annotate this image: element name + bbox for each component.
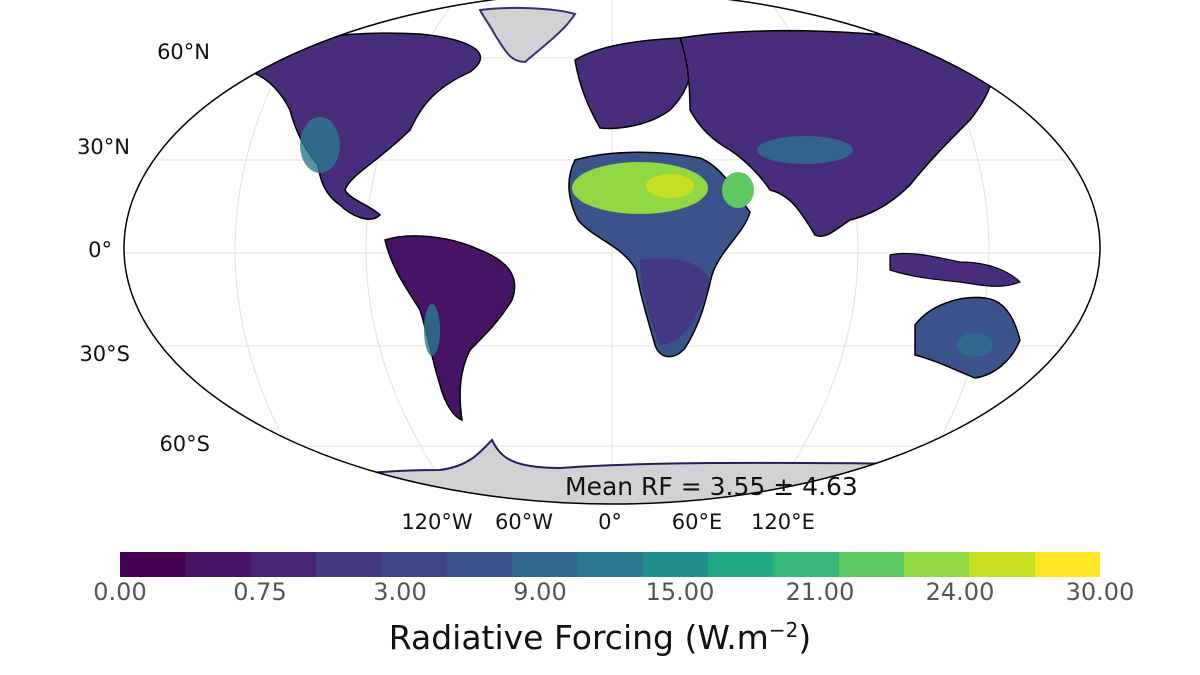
- colorbar-title-suffix: ): [798, 618, 812, 657]
- colorbar-segment: [120, 552, 186, 577]
- lon-label-0: 0°: [598, 510, 622, 534]
- colorbar-segment: [577, 552, 643, 577]
- africa-south: [640, 258, 710, 345]
- colorbar: [120, 552, 1100, 577]
- colorbar-tick: 0.00: [93, 578, 147, 606]
- colorbar-tick: 9.00: [513, 578, 567, 606]
- colorbar-segment: [1034, 552, 1100, 577]
- asia-highlight: [757, 136, 853, 164]
- colorbar-segment: [381, 552, 447, 577]
- colorbar-segment: [250, 552, 316, 577]
- colorbar-title: Radiative Forcing (W.m−2): [0, 618, 1200, 657]
- sahara-peak: [646, 174, 694, 198]
- colorbar-segment: [642, 552, 708, 577]
- lat-label-0: 0°: [88, 238, 112, 262]
- colorbar-tick: 3.00: [373, 578, 427, 606]
- colorbar-segment: [903, 552, 970, 577]
- australia-highlight: [957, 333, 993, 357]
- colorbar-segment: [185, 552, 251, 577]
- europe: [574, 37, 692, 130]
- mean-rf-annotation: Mean RF = 3.55 ± 4.63: [565, 472, 858, 501]
- sa-highlight: [424, 304, 440, 356]
- globe-outline: [123, 0, 1101, 505]
- arabia: [722, 172, 754, 208]
- lat-label-30n: 30°N: [77, 135, 130, 159]
- world-map: [123, 0, 1101, 505]
- colorbar-tick: 21.00: [785, 578, 855, 606]
- colorbar-tick: 0.75: [233, 578, 287, 606]
- lon-label-60w: 60°W: [495, 510, 553, 534]
- colorbar-segment: [838, 552, 904, 577]
- colorbar-tick: 15.00: [645, 578, 715, 606]
- south-america: [384, 235, 516, 422]
- colorbar-tick: 30.00: [1065, 578, 1135, 606]
- colorbar-segment: [446, 552, 512, 577]
- greenland: [478, 6, 577, 64]
- colorbar-segment: [315, 552, 382, 577]
- lon-label-60e: 60°E: [671, 510, 723, 534]
- colorbar-segment: [707, 552, 774, 577]
- lat-label-60n: 60°N: [157, 40, 210, 64]
- indonesia: [889, 252, 1022, 287]
- colorbar-segment: [969, 552, 1035, 577]
- lat-label-30s: 30°S: [79, 342, 130, 366]
- colorbar-tick: 24.00: [925, 578, 995, 606]
- na-highlight: [300, 117, 340, 173]
- colorbar-segment: [511, 552, 578, 577]
- lon-label-120e: 120°E: [751, 510, 815, 534]
- colorbar-segment: [773, 552, 839, 577]
- lat-label-60s: 60°S: [159, 432, 210, 456]
- colorbar-title-exponent: −2: [768, 618, 799, 642]
- lon-label-120w: 120°W: [401, 510, 473, 534]
- colorbar-title-text: Radiative Forcing (W.m: [388, 618, 769, 657]
